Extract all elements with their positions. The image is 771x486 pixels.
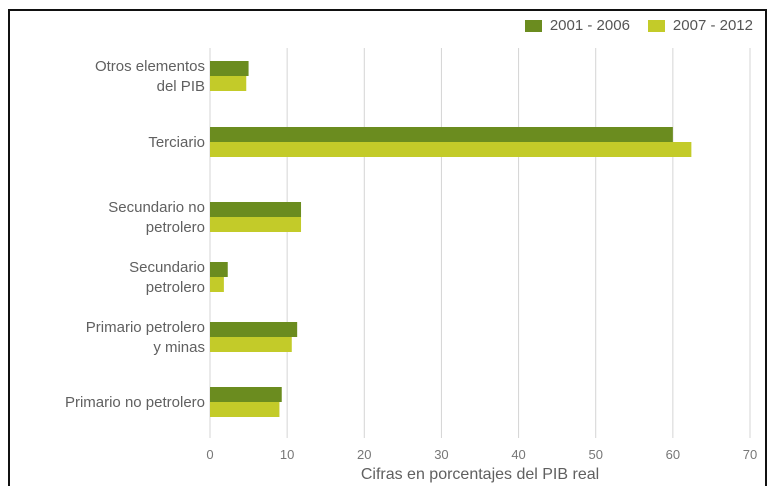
bars <box>210 61 692 417</box>
category-label: Primario petrolero <box>86 319 205 336</box>
bar-2-3 <box>210 277 224 292</box>
legend-label-series-2: 2007 - 2012 <box>672 17 753 34</box>
gridlines <box>209 48 751 438</box>
legend-label-series-1: 2001 - 2006 <box>549 17 630 34</box>
category-label: del PIB <box>157 78 205 95</box>
category-label: y minas <box>153 339 205 356</box>
x-tick-label: 10 <box>280 447 294 462</box>
x-tick-label: 0 <box>206 447 213 462</box>
bar-2-4 <box>210 337 292 352</box>
bar-2-0 <box>210 76 247 91</box>
category-label: Primario no petrolero <box>65 394 205 411</box>
x-tick-labels: 0 10 20 30 40 50 60 70 <box>206 447 757 462</box>
bar-2-5 <box>210 402 280 417</box>
x-tick-label: 50 <box>588 447 602 462</box>
x-tick-label: 60 <box>666 447 680 462</box>
category-label: petrolero <box>146 279 205 296</box>
x-tick-label: 70 <box>743 447 757 462</box>
bar-2-2 <box>210 217 302 232</box>
category-label: Otros elementos <box>95 58 205 75</box>
bar-1-3 <box>210 262 228 277</box>
bar-1-1 <box>210 127 673 142</box>
legend-item-series-1: 2001 - 2006 <box>524 17 630 34</box>
bar-1-4 <box>210 322 298 337</box>
legend-item-series-2: 2007 - 2012 <box>647 17 753 34</box>
legend-swatch-series-2 <box>647 19 665 32</box>
x-axis-label: Cifras en porcentajes del PIB real <box>361 466 599 483</box>
bar-1-2 <box>210 202 302 217</box>
bar-2-1 <box>210 142 692 157</box>
chart-frame <box>8 9 767 486</box>
x-tick-label: 20 <box>357 447 371 462</box>
category-label: Secundario <box>129 259 205 276</box>
bar-1-0 <box>210 61 249 76</box>
category-label: petrolero <box>146 219 205 236</box>
category-label: Secundario no <box>108 199 205 216</box>
chart-legend: 2001 - 2006 2007 - 2012 <box>524 17 753 34</box>
bar-1-5 <box>210 387 282 402</box>
legend-swatch-series-1 <box>524 19 542 32</box>
category-label: Terciario <box>148 134 205 151</box>
x-tick-label: 30 <box>434 447 448 462</box>
category-labels: Otros elementos del PIB Terciario Secundari… <box>65 58 205 411</box>
x-tick-label: 40 <box>511 447 525 462</box>
